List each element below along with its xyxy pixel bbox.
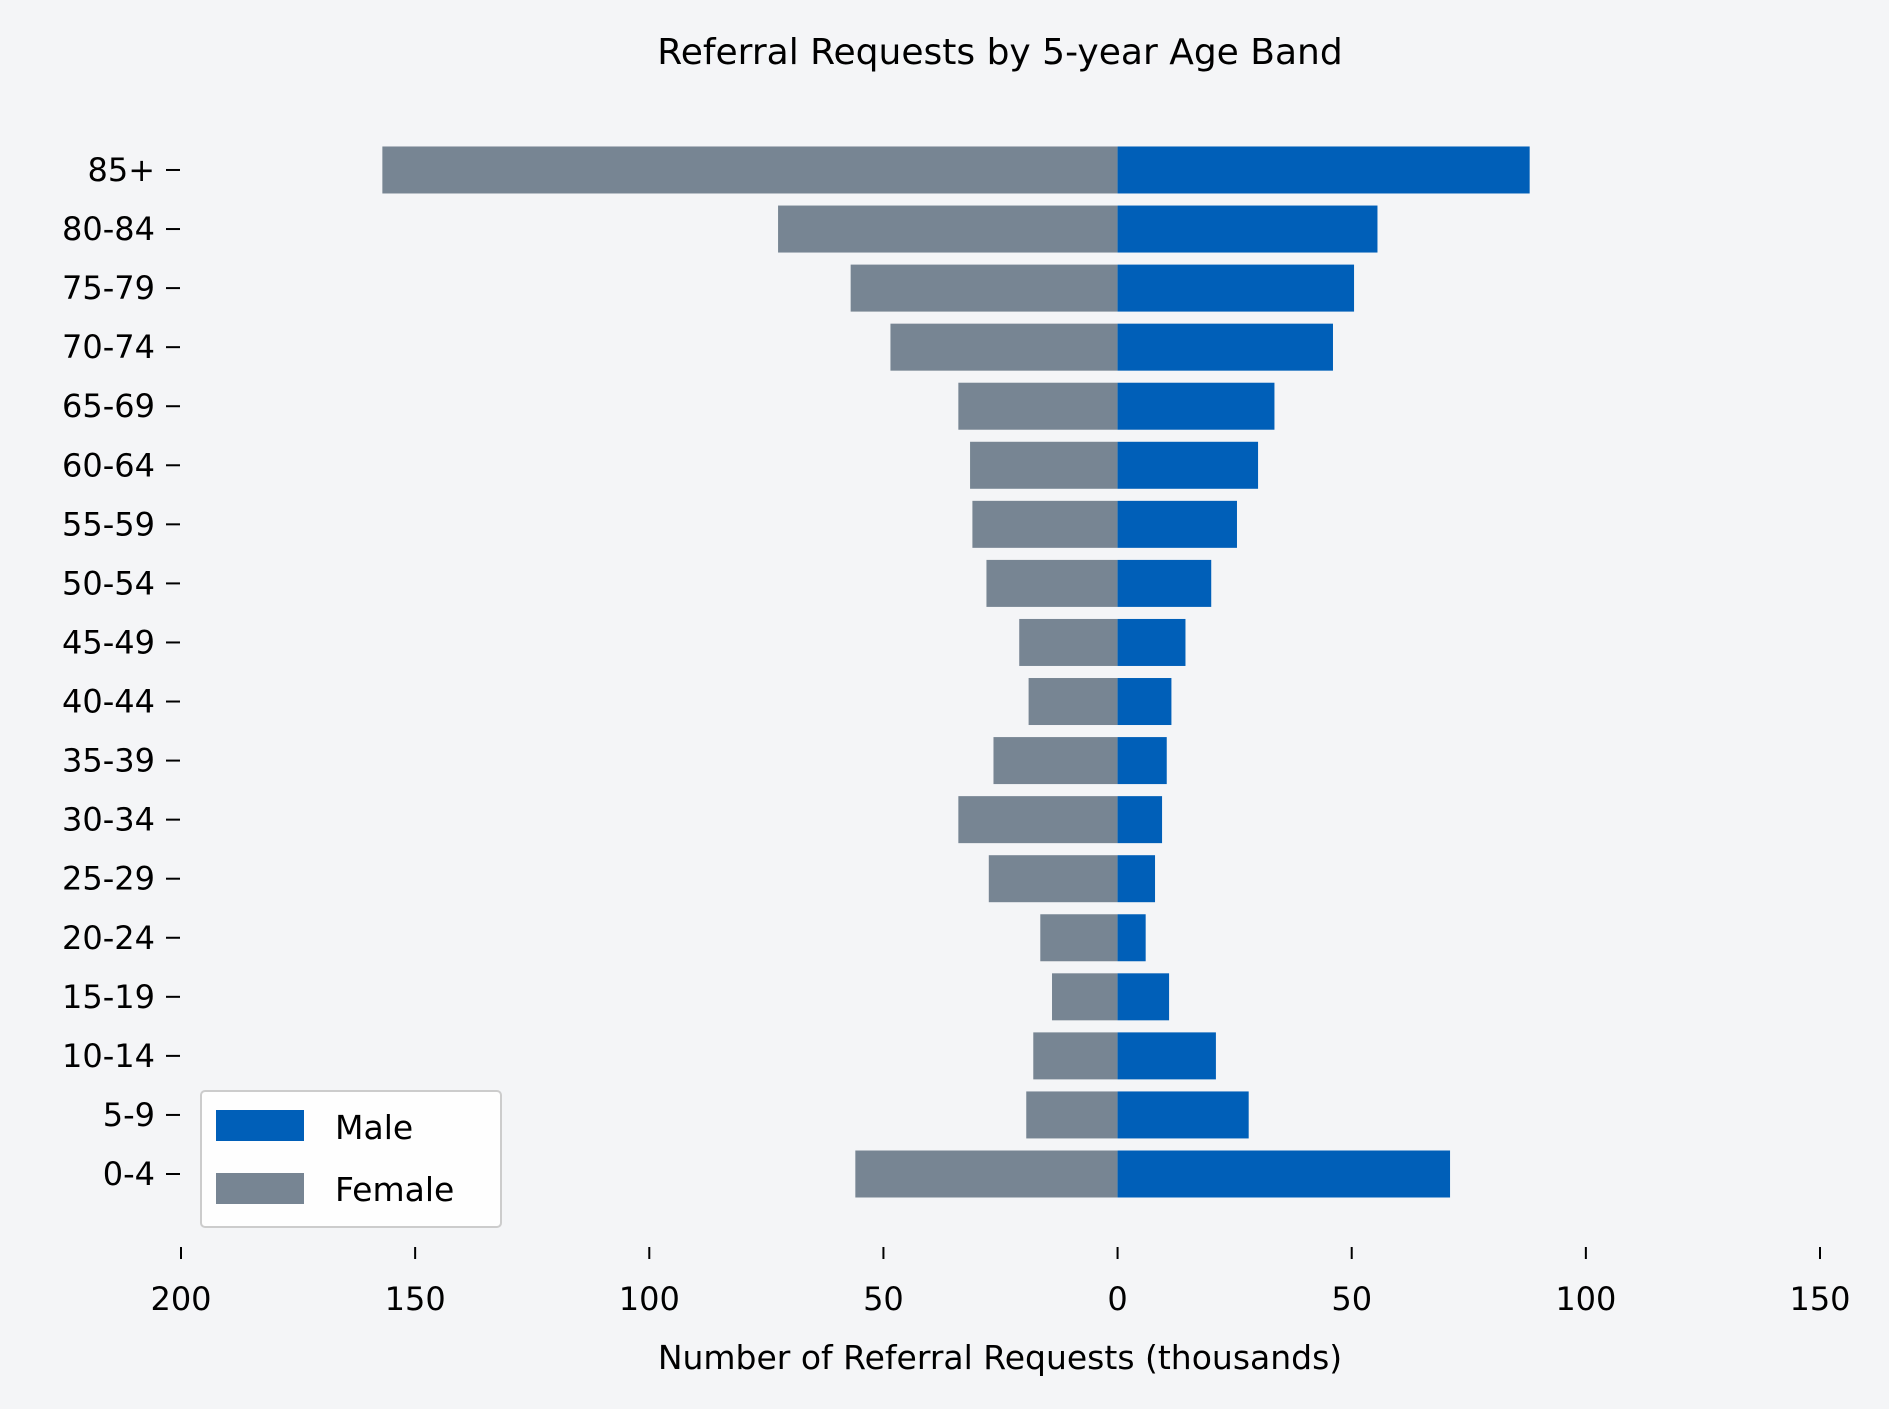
bar-male-45-49 (1117, 618, 1186, 666)
bar-female-70-74 (890, 323, 1118, 371)
x-tick-label-1: 150 (385, 1280, 446, 1318)
bar-female-85+ (382, 146, 1118, 194)
bar-female-20-24 (1040, 914, 1118, 962)
y-tick-label-65-69: 65-69 (62, 387, 155, 425)
bar-male-55-59 (1117, 500, 1237, 548)
bar-male-65-69 (1117, 382, 1275, 430)
y-tick-label-15-19: 15-19 (62, 978, 155, 1016)
y-tick-label-75-79: 75-79 (62, 269, 155, 307)
bar-female-15-19 (1052, 973, 1118, 1021)
bar-female-25-29 (988, 855, 1118, 903)
y-tick-label-40-44: 40-44 (62, 683, 155, 721)
bar-female-10-14 (1033, 1032, 1118, 1080)
x-tick-label-0: 200 (150, 1280, 211, 1318)
bar-male-85+ (1117, 146, 1530, 194)
x-axis: 200 150 100 50 0 50 100 150 (150, 1247, 1851, 1318)
x-tick-label-7: 150 (1789, 1280, 1850, 1318)
bar-female-75-79 (850, 264, 1118, 312)
x-tick-label-5: 50 (1331, 1280, 1372, 1318)
bar-female-65-69 (958, 382, 1118, 430)
y-tick-label-55-59: 55-59 (62, 505, 155, 543)
bar-male-25-29 (1117, 855, 1156, 903)
y-tick-label-60-64: 60-64 (62, 446, 155, 484)
bar-female-0-4 (855, 1150, 1118, 1198)
bar-male-40-44 (1117, 678, 1172, 726)
bar-female-55-59 (972, 500, 1118, 548)
chart-title: Referral Requests by 5-year Age Band (657, 32, 1342, 73)
bar-female-45-49 (1019, 618, 1118, 666)
bar-female-60-64 (970, 441, 1118, 489)
bars-group (382, 146, 1530, 1198)
y-tick-label-80-84: 80-84 (62, 210, 155, 248)
y-tick-label-45-49: 45-49 (62, 623, 155, 661)
bar-male-75-79 (1117, 264, 1355, 312)
bar-male-80-84 (1117, 205, 1378, 253)
y-tick-label-70-74: 70-74 (62, 328, 155, 366)
bar-male-50-54 (1117, 559, 1212, 607)
bar-female-30-34 (958, 796, 1118, 844)
legend-swatch-female (216, 1173, 304, 1204)
y-axis: 0-4 5-9 10-14 15-19 20-24 25-29 30-34 35-39 40-4… (62, 151, 180, 1193)
y-tick-label-25-29: 25-29 (62, 860, 155, 898)
y-tick-label-20-24: 20-24 (62, 919, 155, 957)
bar-male-10-14 (1117, 1032, 1216, 1080)
y-tick-label-85+: 85+ (87, 151, 155, 189)
x-tick-label-4: 0 (1107, 1280, 1127, 1318)
bar-female-5-9 (1026, 1091, 1118, 1139)
x-tick-label-3: 50 (863, 1280, 904, 1318)
y-tick-label-35-39: 35-39 (62, 742, 155, 780)
y-tick-label-5-9: 5-9 (103, 1096, 155, 1134)
bar-male-35-39 (1117, 737, 1167, 785)
x-tick-label-2: 100 (619, 1280, 680, 1318)
bar-male-30-34 (1117, 796, 1163, 844)
legend-label-male: Male (335, 1108, 413, 1147)
bar-female-35-39 (993, 737, 1118, 785)
bar-male-5-9 (1117, 1091, 1249, 1139)
y-tick-label-10-14: 10-14 (62, 1037, 155, 1075)
x-tick-label-6: 100 (1555, 1280, 1616, 1318)
y-tick-label-50-54: 50-54 (62, 564, 155, 602)
x-axis-label: Number of Referral Requests (thousands) (658, 1338, 1342, 1377)
bar-male-0-4 (1117, 1150, 1451, 1198)
legend: Male Female (200, 1090, 502, 1228)
bar-female-40-44 (1028, 678, 1118, 726)
bar-male-60-64 (1117, 441, 1259, 489)
bar-male-70-74 (1117, 323, 1333, 371)
y-tick-label-30-34: 30-34 (62, 801, 155, 839)
legend-label-female: Female (335, 1170, 454, 1209)
legend-swatch-male (216, 1110, 304, 1141)
y-tick-label-0-4: 0-4 (103, 1155, 155, 1193)
bar-male-15-19 (1117, 973, 1170, 1021)
bar-female-50-54 (986, 559, 1118, 607)
bar-female-80-84 (778, 205, 1118, 253)
bar-male-20-24 (1117, 914, 1146, 962)
